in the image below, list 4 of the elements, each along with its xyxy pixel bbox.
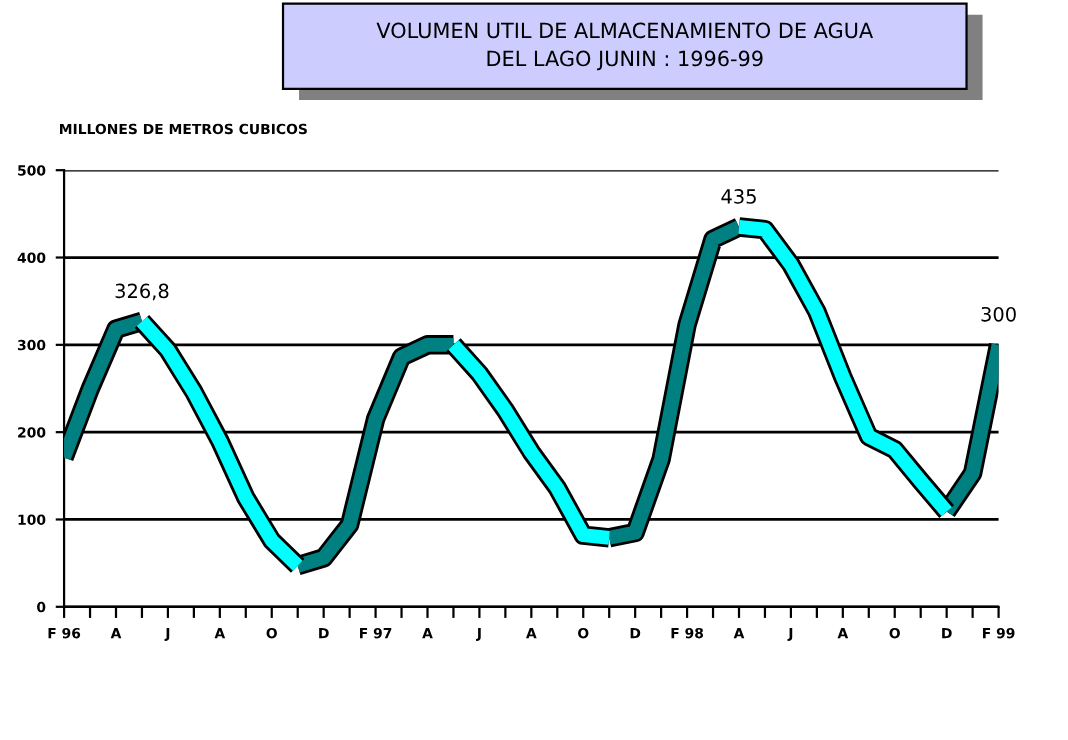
data-label: 435 [721, 189, 756, 204]
data-label: 300 [981, 306, 1016, 322]
data-label: 326,8 [115, 283, 169, 301]
chart-title: VOLUMEN UTIL DE ALMACENAMIENTO DE AGUA DEL LAGO JUNIN : 1996-99 [376, 22, 874, 71]
